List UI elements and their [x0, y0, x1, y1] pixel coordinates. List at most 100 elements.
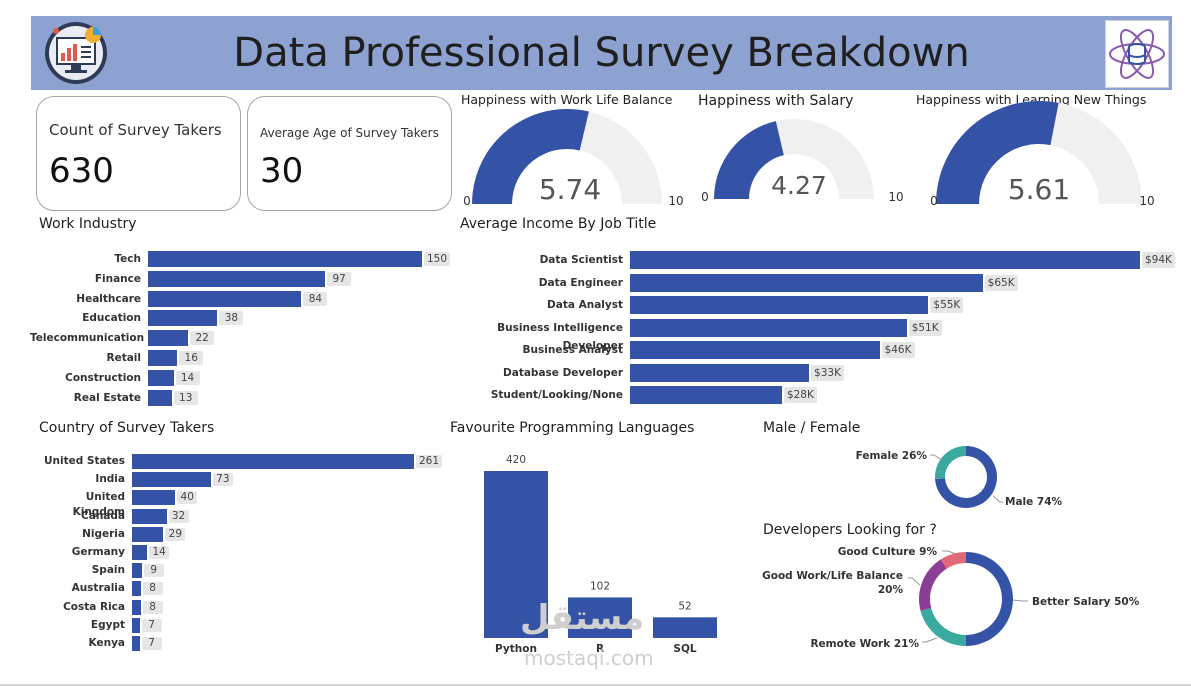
- gauge-max-label: 10: [1139, 194, 1154, 208]
- slice-label: Good Work/Life Balance: [762, 570, 903, 582]
- bottom-divider: [0, 684, 1191, 686]
- bar: [132, 636, 140, 651]
- donut-slice: [940, 552, 966, 569]
- page-title: Data Professional Survey Breakdown: [233, 30, 970, 76]
- slice-label: Female 26%: [856, 450, 928, 462]
- data-label: 9: [143, 564, 164, 578]
- data-label: 84: [303, 291, 328, 306]
- donut-slice: [920, 607, 966, 646]
- category-label: Spain: [91, 564, 125, 577]
- gauge-salary: Happiness with Salary 4.27 0 10: [696, 92, 911, 212]
- bar: [630, 251, 1140, 269]
- category-label: Construction: [65, 371, 141, 384]
- leader-line: [908, 577, 921, 586]
- category-label: United States: [44, 455, 125, 467]
- gauge-value-arc: [936, 101, 1059, 204]
- gender-chart-title: Male / Female: [763, 420, 861, 436]
- gauge-chart: 5.74 0 10: [463, 108, 684, 208]
- data-label: $46K: [881, 342, 915, 358]
- kpi-card-count: Count of Survey Takers 630: [36, 96, 241, 211]
- bar: [132, 508, 167, 524]
- slice-label: 20%: [878, 584, 904, 596]
- income-bar-chart: Data Scientist $94K Data Engineer $65K Data …: [455, 250, 1175, 410]
- bar: [630, 273, 983, 292]
- data-label: 150: [424, 252, 451, 266]
- bar: [132, 581, 141, 597]
- data-label: 420: [506, 454, 526, 466]
- data-label: $55K: [930, 297, 964, 313]
- gauge-max-label: 10: [888, 190, 903, 204]
- category-label: Student/Looking/None: [490, 389, 623, 401]
- category-label: Real Estate: [73, 391, 141, 404]
- gauge-title: Happiness with Salary: [698, 93, 854, 109]
- bar: [132, 545, 148, 560]
- leader-line: [1012, 599, 1028, 602]
- kpi-card-age: Average Age of Survey Takers 30: [247, 96, 452, 211]
- category-label: Business Analyst: [522, 344, 623, 356]
- data-label: 29: [165, 527, 186, 541]
- data-label: 14: [175, 370, 200, 385]
- bar: [630, 363, 810, 382]
- leader-line: [992, 495, 1003, 503]
- gauge-chart: 5.61 0 10: [930, 101, 1155, 208]
- leader-line: [942, 550, 957, 555]
- gauge-min-label: 0: [463, 194, 471, 208]
- gauge-value-arc: [472, 108, 589, 204]
- gauge-work-life: Happiness with Work Life Balance 5.74 0 10: [458, 92, 688, 212]
- category-label: Egypt: [90, 618, 125, 631]
- slice-label: Male 74%: [1005, 496, 1063, 508]
- category-label: Data Analyst: [547, 299, 623, 311]
- category-label: Australia: [71, 582, 125, 595]
- industry-chart-title: Work Industry: [39, 216, 137, 232]
- bar: [148, 330, 189, 347]
- donut-slice: [966, 552, 1013, 646]
- gauge-title: Happiness with Learning New Things: [916, 92, 1147, 107]
- bar: [132, 599, 141, 615]
- category-label: Canada: [81, 509, 125, 522]
- donut-slice: [935, 446, 966, 479]
- bar: [630, 386, 782, 404]
- gauge-value-label: 5.74: [539, 173, 601, 206]
- data-label: 22: [190, 331, 215, 346]
- data-label: 73: [212, 473, 233, 487]
- looking-for-donut-chart: Better Salary 50% Remote Work 21% Good Wor…: [762, 546, 1140, 650]
- data-label: 97: [327, 271, 352, 286]
- category-label: United Kingdom: [72, 491, 125, 519]
- data-label: 13: [173, 390, 198, 405]
- watermark-arabic: مستقل: [520, 598, 645, 638]
- data-label: 38: [219, 311, 244, 326]
- bar: [132, 472, 211, 488]
- data-label: 7: [141, 637, 162, 650]
- bar: [630, 296, 929, 314]
- category-label: Retail: [106, 352, 141, 364]
- gauge-min-label: 0: [930, 194, 938, 208]
- category-label: Education: [82, 312, 141, 325]
- gauge-chart: 4.27 0 10: [701, 119, 904, 204]
- bar: [132, 526, 164, 542]
- gender-donut-chart: Male 74% Female 26%: [856, 446, 1063, 508]
- bar: [568, 597, 632, 638]
- bar: [148, 270, 326, 287]
- gauge-value-label: 4.27: [771, 171, 827, 200]
- data-label: 7: [141, 618, 162, 632]
- bar: [148, 290, 302, 307]
- kpi-age-value: 30: [260, 151, 304, 191]
- bar: [148, 369, 174, 386]
- bar: [148, 310, 218, 327]
- data-label: $33K: [811, 364, 844, 381]
- category-label: Nigeria: [82, 527, 125, 540]
- gauge-max-label: 10: [668, 194, 683, 208]
- data-label: 52: [678, 600, 691, 612]
- category-label: Germany: [71, 546, 125, 558]
- category-label: Python: [495, 643, 537, 655]
- leader-line: [930, 454, 943, 461]
- looking-for-chart-title: Developers Looking for ?: [763, 522, 937, 538]
- leader-line: [922, 637, 938, 643]
- data-label: $28K: [783, 387, 817, 403]
- dashboard-logo-icon: [41, 20, 111, 86]
- category-label: Tech: [114, 253, 141, 265]
- bar: [148, 350, 178, 366]
- data-label: 14: [149, 546, 170, 559]
- category-label: R: [596, 643, 604, 655]
- kpi-count-label: Count of Survey Takers: [49, 121, 222, 139]
